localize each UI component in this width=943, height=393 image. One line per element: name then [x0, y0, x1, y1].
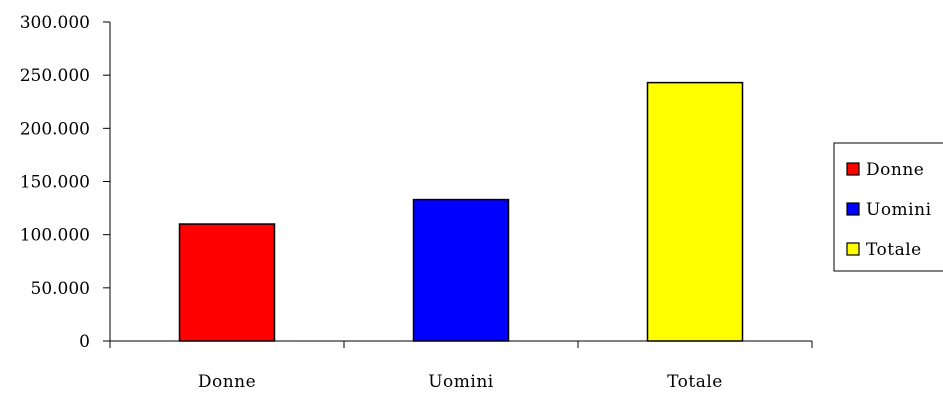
x-tick-label: Donne: [198, 372, 256, 392]
legend-label: Uomini: [866, 200, 932, 220]
x-axis: Donne Uomini Totale: [109, 340, 813, 392]
legend-swatch-totale: [846, 242, 860, 256]
legend-label: Totale: [866, 240, 922, 260]
y-tick-label: 250.000: [20, 66, 90, 86]
bar-uomini: [412, 198, 510, 342]
x-tick-label: Uomini: [428, 372, 494, 392]
bar-donne: [178, 223, 276, 342]
legend-swatch-donne: [846, 162, 860, 176]
y-tick-label: 100.000: [20, 226, 90, 246]
legend: Donne Uomini Totale: [833, 142, 943, 272]
legend-swatch-uomini: [846, 202, 860, 216]
y-tick-label: 200.000: [20, 119, 90, 139]
y-tick-label: 50.000: [31, 279, 90, 299]
bars: [178, 81, 744, 342]
legend-label: Donne: [866, 160, 924, 180]
x-tick-label: Totale: [667, 372, 723, 392]
y-tick-label: 150.000: [20, 173, 90, 193]
y-axis: 0 50.000 100.000 150.000 200.000 250.000 300.0…: [20, 13, 111, 352]
bar-totale: [646, 81, 744, 342]
y-tick-label: 0: [79, 332, 90, 352]
y-tick-label: 300.000: [20, 13, 90, 33]
